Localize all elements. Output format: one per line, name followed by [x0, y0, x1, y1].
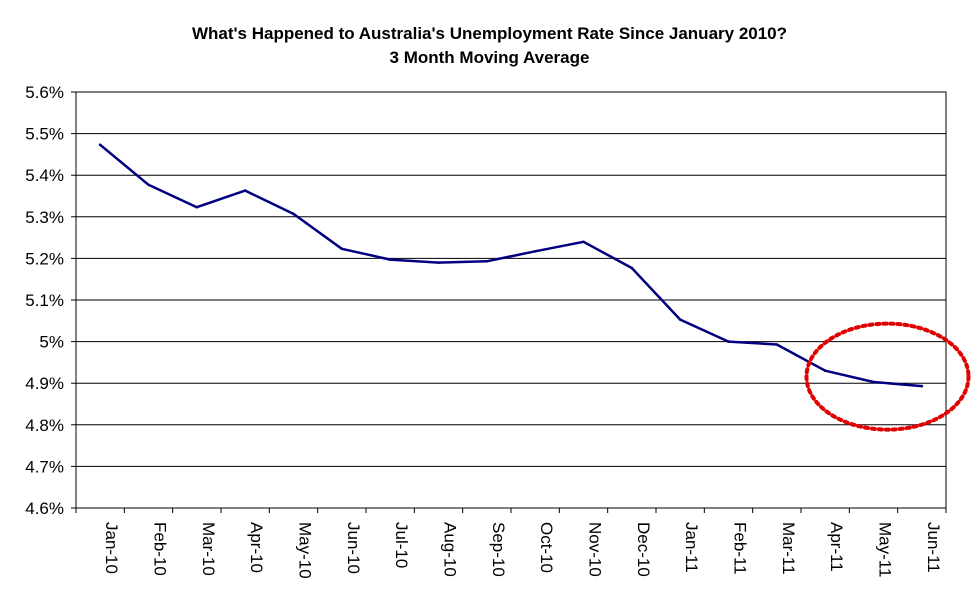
y-tick-label: 4.9% — [25, 374, 64, 393]
chart-title: What's Happened to Australia's Unemploym… — [192, 24, 787, 43]
data-point — [678, 318, 682, 321]
data-point — [630, 266, 634, 270]
data-point — [437, 261, 440, 264]
x-tick-label: Dec-10 — [634, 522, 653, 577]
x-tick-label: Jan-11 — [682, 522, 701, 573]
data-point — [340, 247, 344, 251]
data-point — [388, 258, 392, 261]
y-tick-label: 5.6% — [25, 83, 64, 102]
x-tick-label: Oct-10 — [537, 522, 556, 573]
x-tick-label: Aug-10 — [441, 522, 460, 577]
data-point — [98, 143, 102, 147]
x-tick-label: Mar-11 — [779, 522, 798, 575]
y-tick-label: 5.4% — [25, 166, 64, 185]
x-tick-label: May-11 — [876, 522, 895, 577]
x-tick-label: Nov-10 — [586, 522, 605, 577]
data-point — [775, 343, 779, 346]
x-tick-label: Apr-10 — [247, 522, 266, 573]
x-tick-label: Feb-10 — [151, 522, 170, 576]
x-tick-label: Jun-11 — [924, 522, 943, 573]
x-tick-label: Jun-10 — [344, 522, 363, 574]
data-point — [195, 205, 199, 209]
y-tick-label: 5.2% — [25, 249, 64, 268]
y-tick-label: 4.6% — [25, 499, 64, 518]
data-point — [823, 369, 827, 373]
x-tick-label: Sep-10 — [489, 522, 508, 577]
y-tick-label: 4.7% — [25, 457, 64, 476]
chart-subtitle: 3 Month Moving Average — [390, 48, 590, 67]
y-tick-label: 4.8% — [25, 416, 64, 435]
x-tick-label: Jan-10 — [102, 522, 121, 574]
x-tick-label: Mar-10 — [199, 522, 218, 576]
y-tick-label: 5% — [39, 333, 64, 352]
x-tick-label: Apr-11 — [827, 522, 846, 572]
x-tick-label: Feb-11 — [731, 522, 750, 575]
highlight-ellipse — [804, 321, 971, 432]
data-point — [292, 212, 295, 216]
x-tick-label: May-10 — [296, 522, 315, 579]
y-tick-label: 5.5% — [25, 125, 64, 144]
data-point — [243, 189, 247, 192]
data-point — [582, 240, 585, 244]
x-tick-label: Jul-10 — [392, 522, 411, 568]
data-point — [727, 340, 730, 343]
y-tick-label: 5.1% — [25, 291, 64, 310]
data-point — [872, 380, 875, 384]
data-point — [485, 260, 489, 263]
data-point — [920, 384, 924, 388]
y-tick-label: 5.3% — [25, 208, 64, 227]
data-point — [533, 250, 537, 253]
series-line — [98, 143, 924, 388]
data-point — [147, 183, 150, 187]
